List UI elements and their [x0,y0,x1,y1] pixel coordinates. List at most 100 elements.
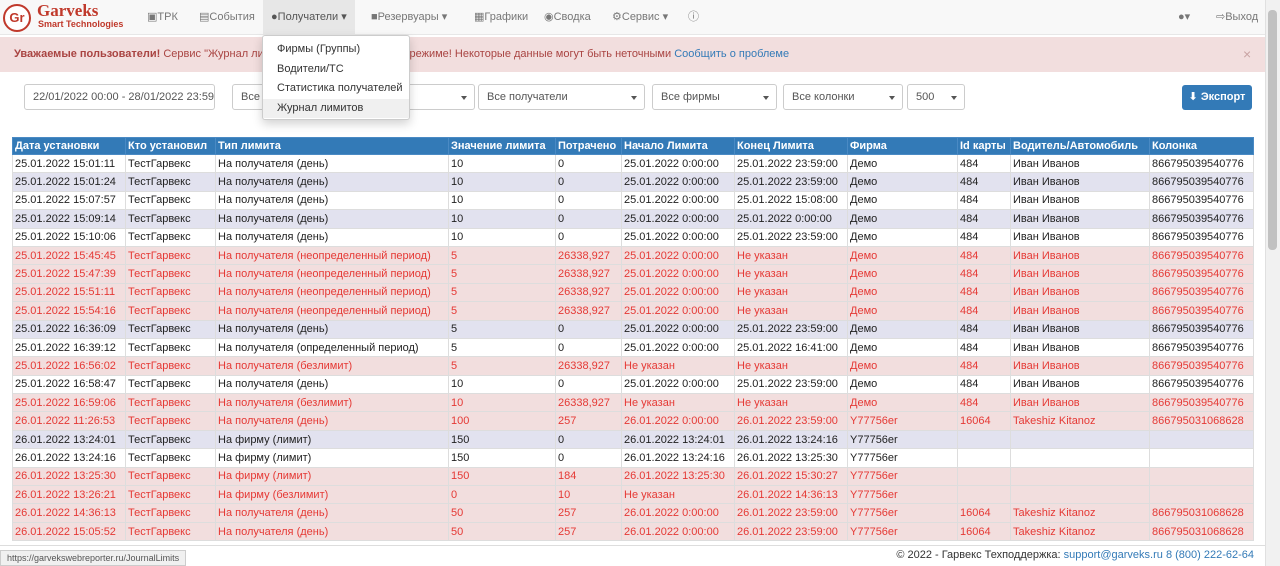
table-cell: 484 [957,153,1011,174]
select[interactable]: Все колонки [783,84,903,110]
select-text[interactable]: Все [241,91,260,103]
nav-text[interactable]: Графики [484,11,529,23]
column-header[interactable]: Конец Лимита [734,137,848,155]
nav-item[interactable]: ■Резервуары ▾ [371,11,448,23]
nav-text[interactable]: ТРК [157,11,178,23]
dropdown-item[interactable]: Водители/ТС [277,62,344,75]
select[interactable]: 500 [907,84,965,110]
select-text[interactable]: Все колонки [792,91,855,103]
table-cell: Не указан [621,393,735,413]
phone[interactable]: 8 (800) 222-62-64 [1165,549,1254,561]
table-cell: Демо [847,190,958,211]
nav-text[interactable]: Резервуары [377,11,439,23]
logout[interactable]: ⇨Выход [1216,11,1259,23]
column-header[interactable]: Тип лимита [215,137,449,155]
table-cell: 26.01.2022 13:25:30 [734,448,848,468]
nav-text[interactable]: Получатели [277,11,339,23]
nav-text[interactable]: Сводка [553,11,591,23]
table-cell [1010,485,1150,505]
select-text[interactable]: 500 [916,91,935,103]
table-cell: На получателя (неопределенный период) [215,282,449,303]
table-cell: 0 [555,429,622,450]
table-cell: 26.01.2022 11:26:53 [12,411,126,431]
table-cell: На получателя (день) [215,521,449,542]
brand[interactable]: Garveks [37,1,99,20]
table-cell: 26.01.2022 23:59:00 [734,503,848,523]
column-header[interactable]: Фирма [847,137,958,155]
export-text[interactable]: Экспорт [1200,91,1246,103]
email[interactable]: support@garveks.ru [1063,549,1163,561]
table-cell: 257 [555,411,622,431]
table-cell: 25.01.2022 15:08:00 [734,190,848,211]
alert-text: Сервис "Журнал лимитов" работает в тесто… [163,48,672,60]
table-cell: Иван Иванов [1010,172,1150,192]
table-cell: Иван Иванов [1010,319,1150,339]
table-cell [957,448,1011,468]
column-header[interactable]: Id карты [957,137,1011,155]
logo[interactable]: Gr [3,4,31,32]
table-cell: 484 [957,374,1011,395]
table-cell: Не указан [621,356,735,376]
nav-text[interactable]: События [209,11,255,23]
report-link[interactable]: Сообщить о проблеме [674,48,790,60]
table-cell: Демо [847,153,958,174]
column-header[interactable]: Потрачено [555,137,622,155]
table-cell: На получателя (определенный период) [215,337,449,358]
table-cell: 25.01.2022 15:09:14 [12,209,126,229]
table-cell [957,485,1011,505]
table-cell: Y77756er [847,448,958,468]
close[interactable]: × [1243,46,1252,62]
table-cell: 484 [957,172,1011,192]
table-cell: Демо [847,393,958,413]
logout-text[interactable]: Выход [1225,11,1259,23]
nav-text[interactable]: Сервис [621,11,660,23]
nav-item[interactable]: ▤События [199,11,255,23]
table-cell: 26.01.2022 13:24:01 [12,429,126,450]
nav-item[interactable]: ▣ТРК [147,11,178,23]
select-text[interactable]: Все получатели [487,91,568,103]
footer-text: © 2022 - Гарвекс Техподдержка: support@g… [896,549,1254,561]
table-cell [1149,485,1254,505]
column-header[interactable]: Значение лимита [448,137,556,155]
limits-table: Дата установки Кто установил Тип лимита Зна… [12,137,1254,542]
column-header[interactable]: Водитель/Автомобиль [1010,137,1150,155]
table-cell [957,466,1011,487]
table-cell: 10 [448,393,556,413]
table-cell: 26.01.2022 13:25:30 [621,466,735,487]
table-cell: На получателя (день) [215,209,449,229]
table-row: 25.01.2022 15:01:11 ТестГарвекс На получат… [12,153,1254,174]
table-cell: 484 [957,337,1011,358]
nav-item[interactable]: ◉Сводка [544,11,591,23]
table-cell: На получателя (безлимит) [215,393,449,413]
date-range[interactable]: 22/01/2022 00:00 - 28/01/2022 23:59 [24,84,215,110]
scroll-thumb[interactable] [1268,10,1277,250]
nav-item[interactable]: ▦Графики [474,11,529,23]
column-header[interactable]: Колонка [1149,137,1254,155]
nav-item[interactable]: ⚙Сервис ▾ [612,11,669,23]
dropdown-item[interactable]: Статистика получателей [277,82,403,94]
column-header[interactable]: Начало Лимита [621,137,735,155]
table-cell: 866795039540776 [1149,190,1254,211]
help[interactable]: ⓘ [688,11,699,23]
table-cell: 26.01.2022 13:24:16 [734,429,848,450]
column-header[interactable]: Кто установил [125,137,216,155]
table-cell: Иван Иванов [1010,282,1150,303]
export-button[interactable]: ⬇ Экспорт [1182,85,1252,110]
column-header[interactable]: Дата установки [12,137,126,155]
user-menu[interactable]: ●▾ [1178,11,1191,23]
table-cell: 10 [555,485,622,505]
table-cell: Иван Иванов [1010,245,1150,266]
table-cell: ТестГарвекс [125,301,216,321]
table-cell: 26.01.2022 13:25:30 [12,466,126,487]
table-cell: Не указан [734,264,848,284]
select[interactable]: Все фирмы [652,84,777,110]
dropdown-item[interactable]: Фирмы (Группы) [277,43,361,55]
table-cell: Демо [847,245,958,266]
nav-item[interactable]: ●Получатели ▾ [263,0,355,34]
dropdown-item[interactable]: Журнал лимитов [263,98,409,118]
select-text[interactable]: Все фирмы [661,91,720,103]
table-cell: 484 [957,319,1011,339]
table-cell: 5 [448,301,556,321]
table-cell: 5 [448,282,556,303]
select[interactable]: Все получатели [478,84,645,110]
